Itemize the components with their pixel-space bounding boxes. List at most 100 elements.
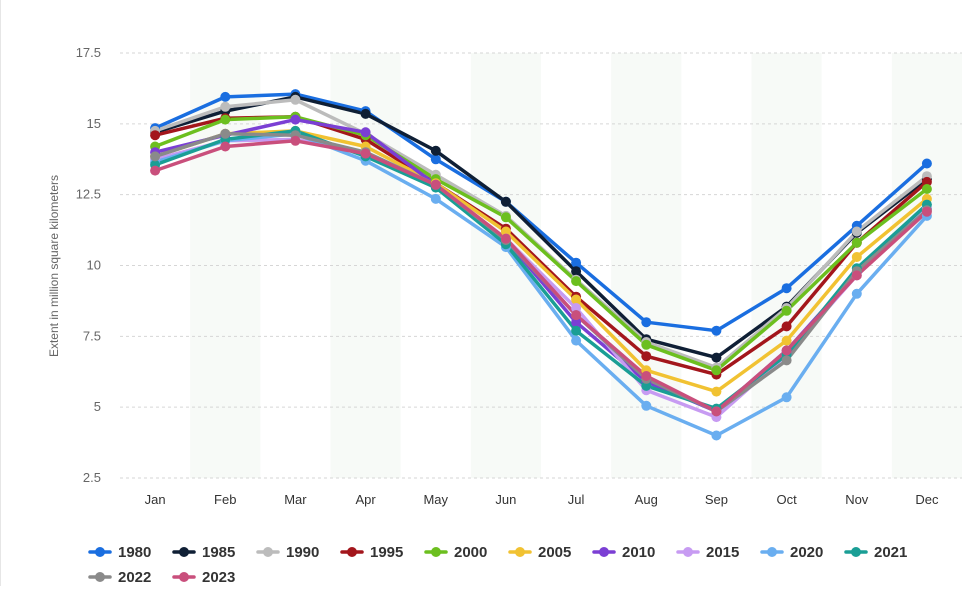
legend-item-2010[interactable]: 2010: [592, 544, 655, 561]
series-lines: [153, 92, 929, 438]
x-tick-may: May: [423, 492, 448, 507]
point-2000-oct: [781, 305, 792, 316]
legend-label-2022: 2022: [118, 569, 151, 586]
legend-item-2023[interactable]: 2023: [172, 569, 235, 586]
series-points: [150, 89, 932, 441]
legend-item-2015[interactable]: 2015: [676, 544, 739, 561]
y-tick-12-5: 12.5: [76, 187, 101, 202]
point-2023-apr: [360, 148, 371, 159]
point-2023-dec: [921, 206, 932, 217]
series-points-2023: [150, 135, 932, 417]
point-2000-dec: [921, 184, 932, 194]
legend: 1980 1985 1990 1995 2000 2005 2010 2015 2020 2021…: [88, 544, 907, 586]
point-1980-aug: [641, 317, 652, 328]
point-1980-jul: [571, 257, 582, 268]
y-tick-5: 5: [94, 399, 101, 414]
band-aug: [611, 53, 682, 478]
legend-marker-1980: [95, 547, 105, 557]
legend-marker-2020: [767, 547, 777, 557]
legend-marker-2010: [599, 547, 609, 557]
point-2000-jul: [571, 276, 582, 287]
legend-item-1980[interactable]: 1980: [88, 544, 151, 561]
point-2005-jul: [571, 294, 582, 305]
point-2020-aug: [641, 400, 652, 411]
y-tick-7-5: 7.5: [83, 328, 101, 343]
point-1995-jan: [150, 130, 161, 141]
legend-item-2000[interactable]: 2000: [424, 544, 487, 561]
legend-marker-2000: [431, 547, 441, 557]
legend-marker-2015: [683, 547, 693, 557]
point-2010-mar: [290, 114, 301, 125]
point-1985-sep: [711, 352, 722, 363]
point-2023-jun: [500, 233, 511, 244]
point-2023-feb: [220, 141, 231, 152]
y-tick-10: 10: [87, 258, 101, 273]
x-tick-sep: Sep: [705, 492, 728, 507]
legend-label-1995: 1995: [370, 544, 403, 561]
y-tick-15: 15: [87, 116, 101, 131]
point-1995-dec: [921, 176, 932, 187]
point-2010-jul: [571, 317, 582, 328]
legend-label-1980: 1980: [118, 544, 151, 561]
point-2023-may: [430, 179, 441, 190]
point-2015-jul: [571, 303, 582, 313]
legend-item-1995[interactable]: 1995: [340, 544, 403, 561]
point-1985-jun: [500, 196, 511, 207]
legend-item-2005[interactable]: 2005: [508, 544, 571, 561]
point-2022-jan: [150, 151, 161, 162]
point-2000-jun: [500, 212, 511, 223]
legend-marker-2022: [95, 572, 105, 582]
point-2005-jun: [500, 226, 511, 237]
point-2020-oct: [781, 392, 792, 403]
point-2023-oct: [781, 345, 792, 356]
legend-label-2010: 2010: [622, 544, 655, 561]
x-axis-ticks: Jan Feb Mar Apr May Jun Jul Aug Sep Oct Nov Dec: [145, 492, 939, 507]
y-axis-ticks: 2.5 5 7.5 10 12.5 15 17.5: [76, 45, 101, 485]
point-2023-nov: [851, 270, 862, 281]
x-tick-jun: Jun: [495, 492, 516, 507]
legend-marker-1985: [179, 547, 189, 557]
legend-item-2021[interactable]: 2021: [844, 544, 907, 561]
legend-item-2020[interactable]: 2020: [760, 544, 823, 561]
legend-marker-2023: [179, 572, 189, 582]
y-tick-17-5: 17.5: [76, 45, 101, 60]
legend-label-2021: 2021: [874, 544, 907, 561]
point-1990-nov: [851, 226, 862, 237]
legend-marker-2005: [515, 547, 525, 557]
point-2020-may: [430, 193, 441, 204]
point-1985-apr: [360, 108, 371, 119]
point-2021-jul: [571, 325, 582, 336]
point-2022-oct: [781, 355, 792, 366]
legend-label-2005: 2005: [538, 544, 571, 561]
y-axis-label: Extent in million square kilometers: [47, 175, 61, 357]
point-1985-jul: [571, 266, 582, 277]
legend-label-2000: 2000: [454, 544, 487, 561]
legend-label-2015: 2015: [706, 544, 739, 561]
point-2023-jul: [571, 310, 582, 321]
point-2023-mar: [290, 135, 301, 146]
left-border: [0, 0, 1, 586]
x-tick-dec: Dec: [915, 492, 939, 507]
legend-item-2022[interactable]: 2022: [88, 569, 151, 586]
point-2000-nov: [851, 237, 862, 248]
point-2020-jul: [571, 335, 582, 346]
point-1990-mar: [290, 94, 301, 105]
legend-item-1990[interactable]: 1990: [256, 544, 319, 561]
x-tick-jul: Jul: [568, 492, 585, 507]
point-2020-nov: [851, 288, 862, 299]
legend-label-1990: 1990: [286, 544, 319, 561]
point-2000-aug: [641, 339, 652, 350]
point-1990-feb: [220, 101, 231, 112]
point-1980-dec: [921, 158, 932, 169]
point-2005-oct: [781, 335, 792, 346]
point-2022-feb: [220, 128, 231, 139]
legend-marker-1990: [263, 547, 273, 557]
point-2005-sep: [711, 386, 722, 397]
point-2023-aug: [641, 371, 652, 381]
point-2023-jan: [150, 165, 161, 176]
point-2000-feb: [220, 114, 231, 125]
legend-marker-1995: [347, 547, 357, 557]
point-2021-aug: [641, 380, 652, 391]
legend-item-1985[interactable]: 1985: [172, 544, 235, 561]
point-1995-aug: [641, 351, 652, 362]
